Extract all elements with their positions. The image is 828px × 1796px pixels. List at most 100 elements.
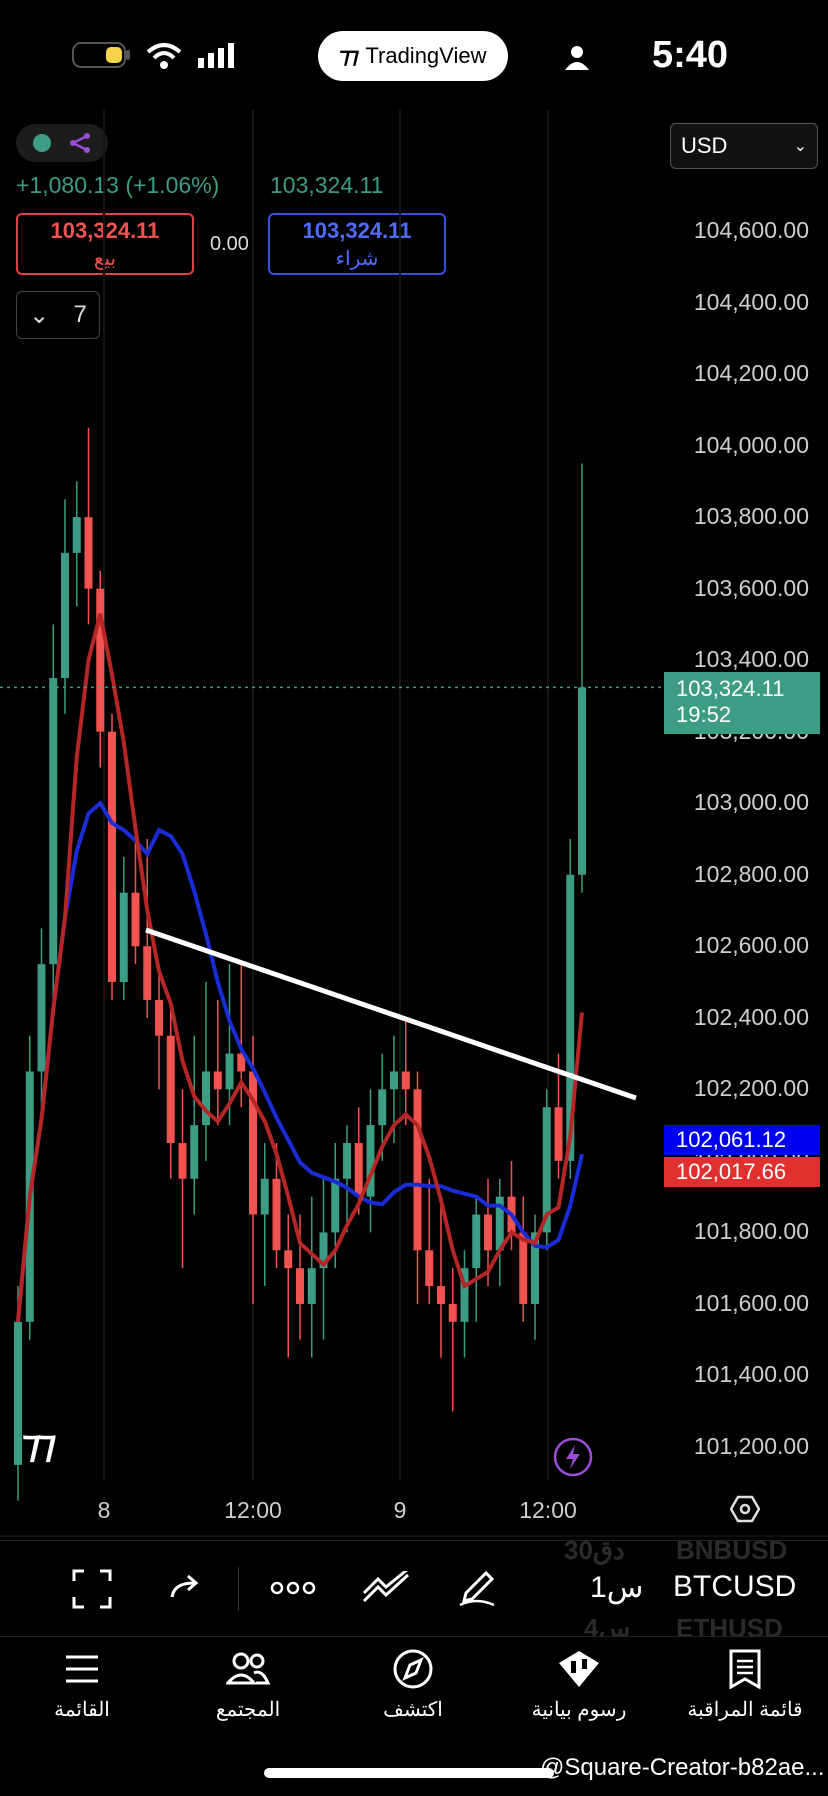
community-icon [226, 1652, 270, 1685]
tradingview-pill[interactable]: ⁊⁊ TradingView [318, 31, 508, 81]
share-icon [69, 133, 90, 153]
currency-select-value: USD [681, 133, 728, 158]
candle-body [155, 999, 163, 1036]
toolbar-divider [238, 1567, 239, 1611]
lightning-icon[interactable] [553, 1437, 593, 1477]
time-axis-tick: 8 [97, 1497, 111, 1523]
signal-icon [198, 43, 234, 68]
redo-icon[interactable] [168, 1573, 202, 1603]
price-axis-tick: 101,600.00 [693, 1289, 809, 1316]
candle-body [131, 892, 140, 947]
price-chart[interactable] [0, 100, 828, 1540]
time-axis-tick: 9 [393, 1497, 407, 1523]
price-axis-tick: 101,800.00 [693, 1218, 809, 1245]
tradingview-watermark-logo: ⁊⁊ [22, 1424, 57, 1466]
candle-body [542, 1107, 551, 1233]
price-axis-tick: 103,600.00 [693, 574, 809, 601]
candle-body [437, 1286, 445, 1304]
price-axis-tick: 103,400.00 [693, 646, 809, 673]
nav-item-label: قائمة المراقبة [687, 1699, 803, 1721]
moving-average-blue [16, 800, 584, 1322]
candle-body [460, 1268, 469, 1322]
candle-body [519, 1232, 528, 1304]
last-price: 103,324.11 [270, 172, 384, 198]
ghost-interval-top: 30دق [564, 1535, 625, 1565]
trend-tool-icon[interactable] [362, 1571, 410, 1607]
candle-body [249, 1071, 257, 1215]
candle-body [166, 1035, 175, 1143]
current-price-value: 103,324.11 [676, 676, 785, 701]
drawing-pen-icon[interactable] [456, 1567, 498, 1609]
nav-item-charts[interactable]: رسوم بيانية [504, 1649, 654, 1722]
menu-icon [66, 1655, 98, 1683]
candle-body [354, 1143, 363, 1197]
status-time: 5:40 [651, 34, 728, 76]
candle-body [307, 1268, 316, 1304]
nav-item-community[interactable]: المجتمع [173, 1649, 323, 1722]
buy-price: 103,324.11 [302, 217, 412, 243]
candle-body [484, 1214, 492, 1251]
ghost-symbol-top: BNBUSD [676, 1535, 788, 1565]
spread-value: 0.00 [210, 233, 249, 255]
candle-body [213, 1071, 222, 1090]
bottom-nav: القائمة المجتمع اكتشف رسوم بيانية قائمة … [0, 1636, 828, 1796]
chevron-down-icon: ⌄ [793, 138, 807, 155]
candle-body [108, 731, 116, 983]
tradingview-pill-label: TradingView [365, 43, 487, 68]
indicators-collapse-button[interactable]: ⌄ 7 [16, 291, 100, 339]
candle-body [72, 517, 81, 553]
candle-body [296, 1268, 304, 1304]
interval-selector[interactable]: 1س [590, 1571, 644, 1604]
nav-item-menu[interactable]: القائمة [7, 1649, 157, 1722]
candle-body [37, 964, 46, 1072]
trendline [145, 927, 637, 1101]
nav-item-label: القائمة [54, 1699, 110, 1721]
creator-watermark: @Square-Creator-b82ae... [540, 1754, 825, 1781]
candle-body [178, 1143, 187, 1179]
price-axis-tick: 104,400.00 [693, 288, 809, 315]
candle-body [578, 687, 586, 875]
candle-body [61, 552, 69, 679]
home-indicator [264, 1768, 554, 1778]
price-axis-tick: 104,200.00 [693, 360, 809, 387]
candle-body [390, 1071, 398, 1090]
chevron-down-icon: ⌄ [29, 301, 50, 329]
candle-countdown: 19:52 [676, 702, 732, 727]
candle-body [49, 678, 58, 965]
nav-item-explore[interactable]: اكتشف [338, 1649, 488, 1722]
candle-body [531, 1232, 539, 1304]
nav-item-label: اكتشف [383, 1699, 443, 1721]
status-bar: ⁊⁊ TradingView 5:40 [0, 0, 828, 110]
candle-body [413, 1089, 422, 1251]
symbol-selector[interactable]: BTCUSD [673, 1570, 797, 1603]
candle-body [343, 1143, 351, 1179]
status-dot-icon [32, 134, 51, 152]
candle-body [14, 1321, 22, 1465]
nav-item-watchlist[interactable]: قائمة المراقبة [670, 1649, 820, 1722]
currency-select[interactable]: USD ⌄ [670, 123, 818, 169]
candle-body [260, 1178, 269, 1215]
price-axis-tick: 102,200.00 [693, 1075, 809, 1102]
indicators-count: 7 [73, 301, 87, 328]
ma-blue-badge: 102,061.12 [664, 1125, 820, 1155]
candle-body [96, 588, 105, 732]
candle-body [84, 517, 93, 589]
candle-body [190, 1125, 199, 1179]
price-axis-tick: 101,200.00 [693, 1433, 809, 1459]
fullscreen-icon[interactable] [72, 1569, 112, 1609]
candle-body [448, 1303, 457, 1322]
candle-body [284, 1250, 293, 1269]
buy-button[interactable]: 103,324.11 شراء [268, 213, 446, 275]
price-axis-tick: 104,600.00 [693, 217, 809, 243]
price-axis-tick: 104,000.00 [693, 431, 809, 458]
price-axis-tick: 102,800.00 [693, 860, 809, 887]
more-options-icon[interactable] [270, 1579, 316, 1597]
moving-average-red [16, 613, 584, 1322]
candle-body [366, 1125, 375, 1197]
wifi-icon [146, 43, 182, 69]
candle-body [378, 1089, 387, 1126]
settings-hex-icon[interactable] [730, 1494, 760, 1524]
candle-body [566, 874, 575, 1161]
indicator-pill[interactable] [16, 124, 108, 162]
candle-body [119, 892, 128, 983]
